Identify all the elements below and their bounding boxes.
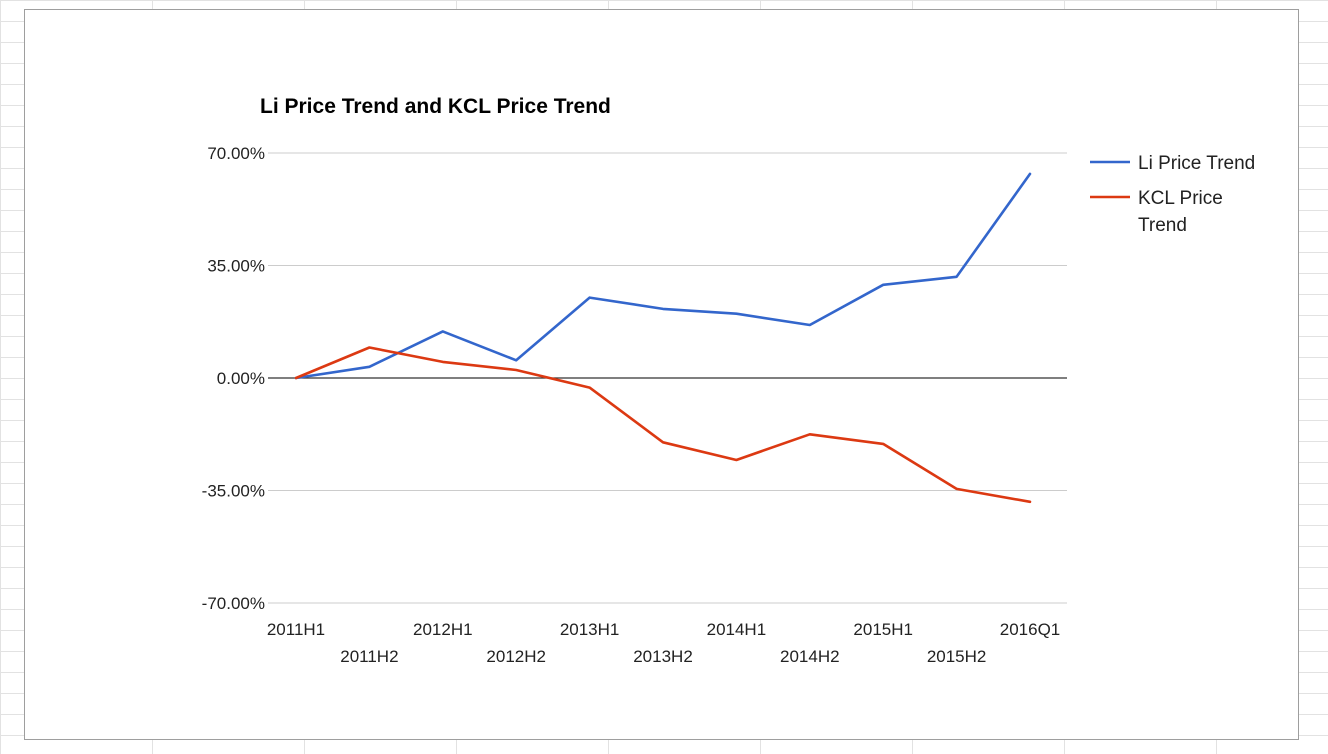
- x-tick-label: 2012H1: [413, 620, 473, 639]
- series-line-li-price-trend: [294, 172, 1032, 380]
- x-tick-label: 2012H2: [486, 647, 546, 666]
- x-tick-label: 2015H2: [927, 647, 987, 666]
- x-tick-label: 2011H1: [267, 620, 325, 639]
- y-tick-label: 0.00%: [217, 369, 265, 388]
- series-lines: [294, 172, 1032, 504]
- gridlines: [268, 152, 1067, 604]
- legend: Li Price Trend KCL Price Trend: [1090, 153, 1255, 236]
- x-tick-label: 2013H2: [633, 647, 693, 666]
- x-tick-label: 2016Q1: [1000, 620, 1061, 639]
- x-tick-label: 2015H1: [853, 620, 913, 639]
- x-tick-label: 2013H1: [560, 620, 620, 639]
- chart-title: Li Price Trend and KCL Price Trend: [260, 95, 611, 118]
- y-tick-label: -35.00%: [202, 482, 265, 501]
- y-tick-label: -70.00%: [202, 594, 265, 613]
- x-tick-label: 2014H1: [707, 620, 767, 639]
- legend-label: Li Price Trend: [1138, 153, 1255, 174]
- series-line-kcl-price-trend: [294, 346, 1032, 504]
- x-tick-label: 2011H2: [340, 647, 398, 666]
- chart-container[interactable]: Li Price Trend and KCL Price Trend 70.00…: [24, 9, 1299, 740]
- line-chart: Li Price Trend and KCL Price Trend 70.00…: [202, 95, 1256, 666]
- x-tick-label: 2014H2: [780, 647, 840, 666]
- y-tick-label: 70.00%: [207, 144, 265, 163]
- x-axis-ticks: 2011H1 2011H2 2012H1 2012H2 2013H1 2013H2 2014…: [267, 620, 1060, 666]
- y-tick-label: 35.00%: [207, 257, 265, 276]
- y-axis-ticks: 70.00% 35.00% 0.00% -35.00% -70.00%: [202, 144, 265, 613]
- legend-label: KCL Price Trend: [1138, 188, 1223, 236]
